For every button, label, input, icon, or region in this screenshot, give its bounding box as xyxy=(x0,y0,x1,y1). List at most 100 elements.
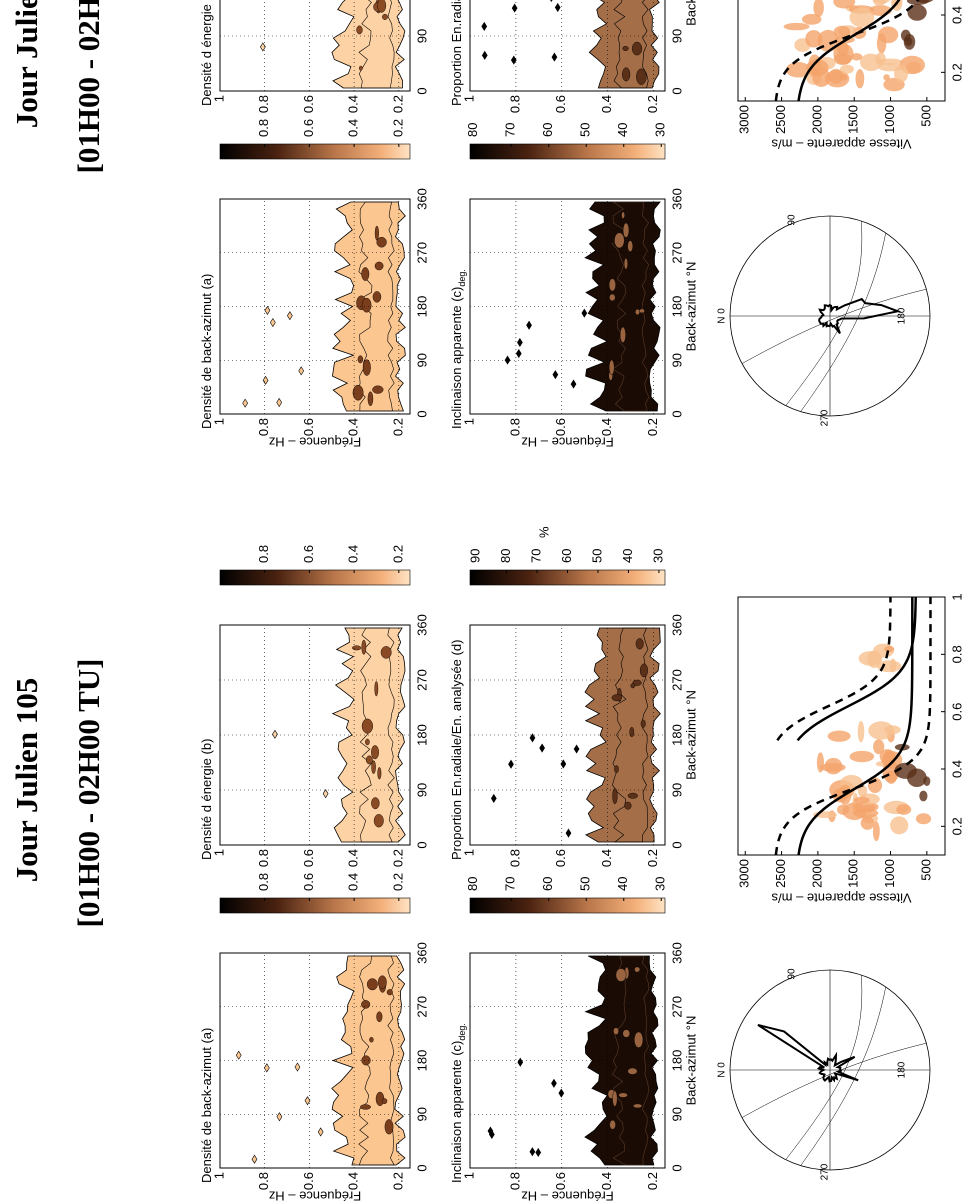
contour-diamond xyxy=(515,348,522,359)
y-tick-label: 0.2 xyxy=(645,95,660,113)
colorbar-tick-label: 0.4 xyxy=(346,119,361,137)
contour-spot xyxy=(376,236,387,248)
contour-spot xyxy=(614,765,619,774)
contour-diamond xyxy=(272,729,278,739)
x-axis-label: Back-azimut °N xyxy=(683,0,698,26)
contour-diamond xyxy=(276,1112,283,1122)
panel-title-text: Proportion En.radiale/En. analysée (d) xyxy=(449,0,464,106)
colorbar-tick-label: 40 xyxy=(615,123,630,137)
x-axis-label: Back-azimut °N xyxy=(683,690,698,780)
y-tick-label: 0.8 xyxy=(256,849,271,867)
density-blob xyxy=(883,74,890,81)
y-tick-label: 500 xyxy=(918,859,933,881)
polar-label: N 0 xyxy=(717,308,728,324)
contour-spot xyxy=(377,975,387,990)
density-blob xyxy=(824,757,843,775)
contour-spot xyxy=(630,683,636,689)
contour-spot xyxy=(629,727,635,738)
polar-label: 270 xyxy=(820,409,831,426)
y-tick-label: 0.2 xyxy=(645,418,660,436)
contour-spot xyxy=(374,225,379,241)
contour-spot xyxy=(365,738,370,746)
plot-frame xyxy=(737,0,946,102)
x-tick-label: 1 xyxy=(949,593,964,600)
velocity-content xyxy=(774,0,936,101)
contour-spot xyxy=(377,767,382,780)
colorbar-unit: % xyxy=(536,526,551,538)
density-blob xyxy=(833,0,856,9)
colorbar-tick-label: 60 xyxy=(559,549,574,563)
rotated-page: Jour Julien 105 [01H00 - 02H00 TU]0901802… xyxy=(9,0,964,1203)
colorbar-tick-label: 0.8 xyxy=(256,873,271,891)
y-axis-label: Fréquence – Hz xyxy=(521,1189,614,1203)
colorbar-tick-label: 30 xyxy=(650,549,665,563)
contour-spot xyxy=(621,211,625,219)
contour-diamond xyxy=(529,733,536,743)
density-blob xyxy=(842,802,867,821)
contour-diamond xyxy=(570,379,577,389)
page-subtitle: [01H00 - 02H00 TU] xyxy=(71,659,106,928)
y-axis-label: Vitesse apparente – m/s xyxy=(771,891,911,906)
contour-spot xyxy=(640,719,646,728)
y-tick-label: 0.8 xyxy=(256,1172,271,1190)
y-tick-label: 0.6 xyxy=(553,1172,568,1190)
x-tick-label: 0 xyxy=(414,1164,429,1171)
contour-diamond xyxy=(317,1127,324,1137)
contour-spot xyxy=(362,359,371,376)
contour-diamond xyxy=(481,50,488,60)
map-line xyxy=(789,970,891,1170)
density-blob xyxy=(877,26,899,44)
density-blob xyxy=(805,30,823,48)
contour-spot xyxy=(376,1011,383,1023)
x-tick-label: 270 xyxy=(414,996,429,1018)
contour-spot xyxy=(361,267,370,281)
colorbar-tick-label: 0.2 xyxy=(390,119,405,137)
contour-diamond xyxy=(558,1088,565,1098)
y-tick-label: 0.8 xyxy=(507,849,522,867)
y-tick-label: 1 xyxy=(211,95,226,102)
page-subtitle: [01H00 - 02H00 TU] xyxy=(71,0,106,173)
contour-line xyxy=(358,201,395,412)
contour-spot xyxy=(631,41,643,56)
panel-frame xyxy=(219,952,411,1169)
y-tick-label: 0.6 xyxy=(553,95,568,113)
y-tick-label: 0.8 xyxy=(507,95,522,113)
contour-spot xyxy=(369,1037,374,1043)
x-tick-label: 0.2 xyxy=(949,817,964,835)
x-tick-label: 180 xyxy=(414,296,429,318)
x-tick-label: 90 xyxy=(414,1107,429,1121)
colorbar-tick-label: 80 xyxy=(498,549,513,563)
panel-title: Densité d énergie (b) xyxy=(199,0,214,106)
panel-title-text: Inclinaison apparente (c) xyxy=(449,1041,464,1183)
colorbar-tick-label: 90 xyxy=(468,549,483,563)
x-tick-label: 360 xyxy=(669,188,684,210)
colorbar-tick-label: 50 xyxy=(578,123,593,137)
panel-title-text: Densité d énergie (b) xyxy=(199,0,214,106)
contour-spot xyxy=(608,278,616,292)
polar-label: 90 xyxy=(787,968,798,980)
contour-diamond xyxy=(242,398,248,408)
contour-spot xyxy=(639,308,645,314)
y-tick-label: 2000 xyxy=(809,105,824,134)
density-blob xyxy=(915,813,932,825)
x-tick-label: 180 xyxy=(414,1050,429,1072)
x-tick-label: 90 xyxy=(414,353,429,367)
contour-line xyxy=(612,0,650,89)
density-blob xyxy=(923,776,931,787)
contour-spot xyxy=(366,978,378,991)
x-tick-label: 0 xyxy=(414,410,429,417)
contour-spot xyxy=(367,391,374,407)
panel-frame xyxy=(469,952,666,1169)
density-blob xyxy=(907,768,927,788)
colorbar-tick-label: 0.6 xyxy=(301,545,316,563)
density-blob xyxy=(873,739,885,755)
contour-diamond xyxy=(508,759,514,769)
colorbar-tick-label: 70 xyxy=(528,549,543,563)
polar-label: N 0 xyxy=(717,1062,728,1078)
contour-spot xyxy=(635,308,640,316)
contour-spot xyxy=(627,1067,638,1075)
density-blob xyxy=(827,730,851,742)
density-blob xyxy=(919,790,928,802)
panel-title: Densité de back-azimut (a) xyxy=(199,274,214,429)
